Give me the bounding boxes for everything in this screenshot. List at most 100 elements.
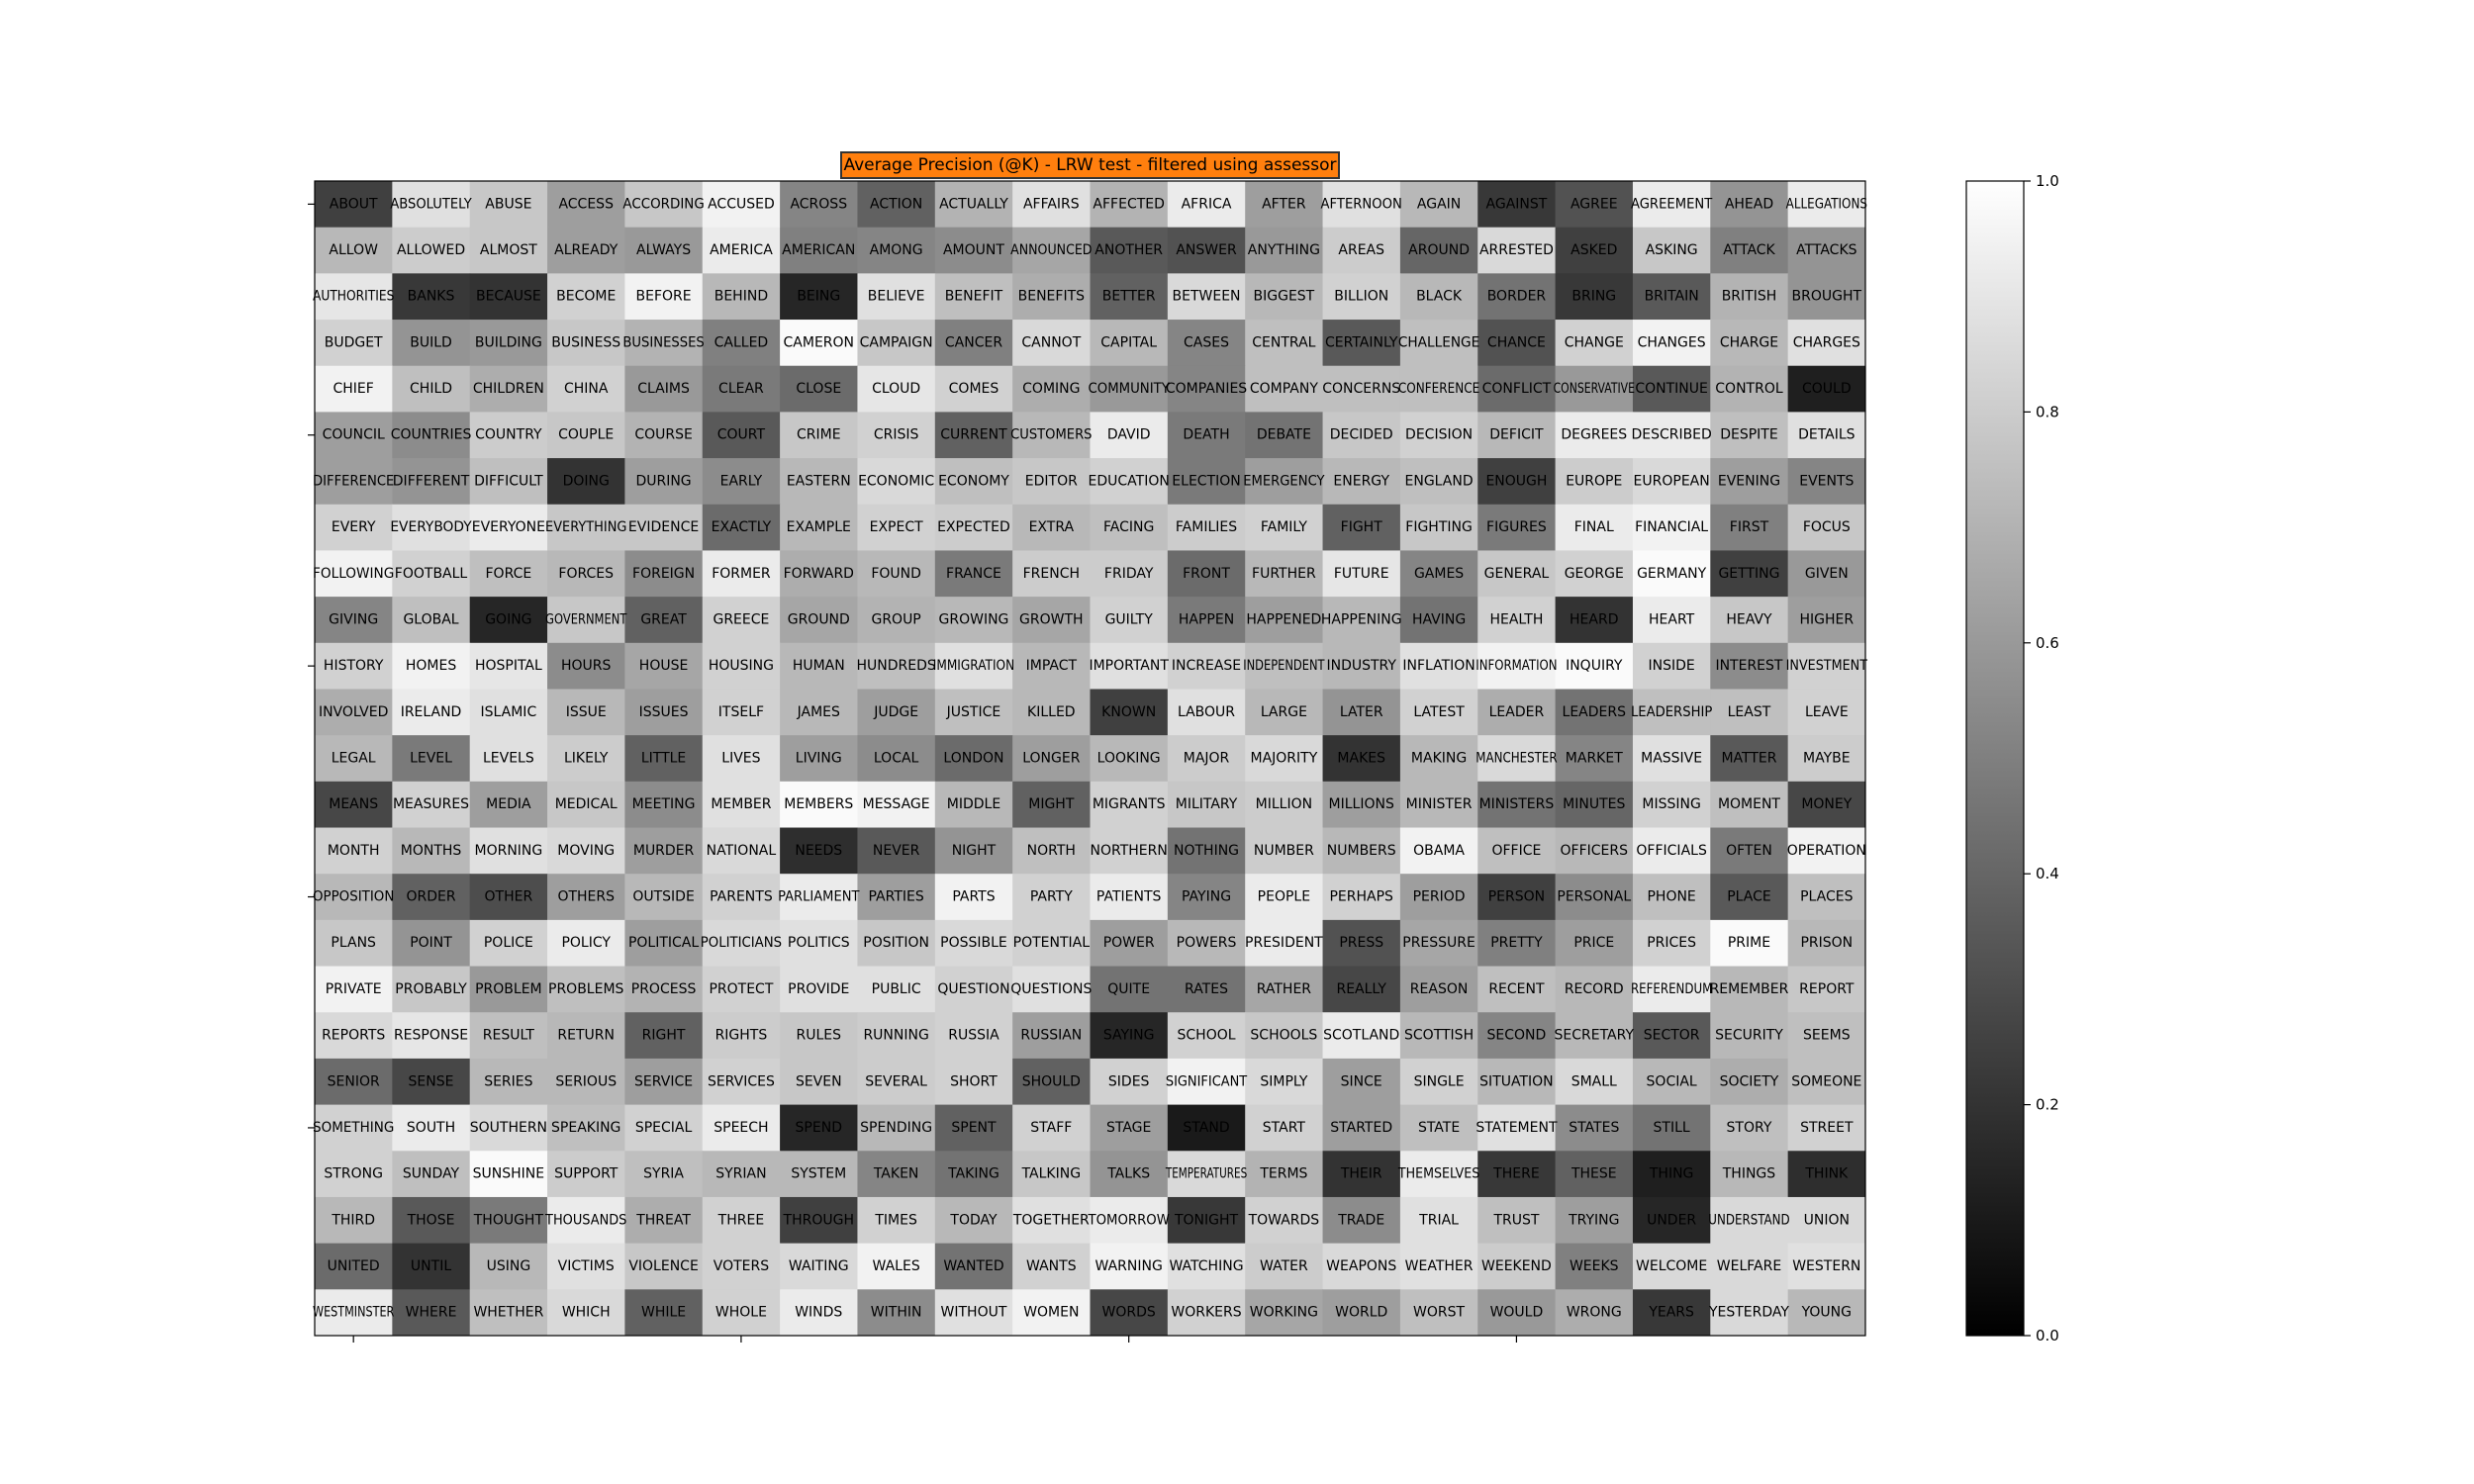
cell-label: CHANGE [1565, 334, 1624, 350]
cell-label: CUSTOMERS [1010, 427, 1092, 443]
heatmap-cell [1399, 1196, 1478, 1245]
cell-label: STAGE [1106, 1120, 1151, 1136]
heatmap-cell [1710, 1151, 1789, 1198]
heatmap-cell [780, 1058, 858, 1106]
heatmap-cell [1090, 642, 1169, 690]
cell-label: REFERENDUM [1631, 981, 1712, 997]
cell-label: MIDDLE [947, 796, 1000, 812]
cell-label: ACTION [870, 196, 922, 212]
cell-label: FOLLOWING [313, 566, 394, 582]
cell-label: WEEKS [1570, 1258, 1619, 1274]
cell-label: MANCHESTER [1475, 751, 1558, 767]
cell-label: THERE [1492, 1166, 1540, 1182]
heatmap-cell [1090, 689, 1169, 736]
heatmap-cell [469, 412, 548, 459]
cell-label: GEORGE [1565, 566, 1624, 582]
cell-label: THINGS [1722, 1166, 1776, 1182]
cell-label: POINT [410, 935, 452, 951]
cell-label: MINISTERS [1479, 796, 1555, 812]
cell-label: BORDER [1487, 289, 1547, 305]
heatmap-cell [624, 919, 704, 968]
heatmap-cell [934, 227, 1013, 274]
cell-label: QUESTION [937, 981, 1009, 997]
cell-label: STILL [1654, 1120, 1690, 1136]
heatmap-cell [1632, 181, 1711, 229]
heatmap-cell [1399, 504, 1478, 551]
chart-title: Average Precision (@K) - LRW test - filt… [840, 151, 1340, 179]
cell-label: HOMES [406, 658, 456, 674]
heatmap-cell [1245, 597, 1324, 644]
cell-label: COURT [717, 427, 766, 443]
heatmap-cell [1012, 735, 1091, 783]
cell-label: EUROPE [1566, 473, 1622, 489]
cell-label: PLANS [331, 935, 376, 951]
heatmap-cell [1245, 966, 1324, 1013]
heatmap-cell [702, 781, 781, 829]
cell-label: FORCE [486, 566, 532, 582]
heatmap-cell [1477, 1243, 1557, 1290]
heatmap-cell [857, 781, 936, 829]
heatmap-cell [857, 1151, 936, 1198]
cell-label: RUNNING [863, 1028, 928, 1044]
heatmap-cell [547, 1196, 625, 1245]
cell-label: FORMER [712, 566, 771, 582]
heatmap-labels: ABOUT ABSOLUTELY ABUSE ACCESS ACCORDING ACCUS… [313, 196, 1867, 1320]
cell-label: EXTRA [1029, 519, 1075, 535]
cell-label: SCHOOLS [1250, 1028, 1317, 1044]
heatmap-cell [624, 320, 704, 367]
heatmap-cell [469, 827, 548, 875]
cell-label: CAMPAIGN [860, 334, 933, 350]
cell-label: MAYBE [1803, 751, 1851, 767]
cell-label: WEEKEND [1481, 1258, 1552, 1274]
cell-label: SINCE [1341, 1073, 1382, 1089]
cell-label: BETWEEN [1173, 289, 1241, 305]
heatmap-cell [702, 1151, 781, 1198]
cell-label: INCREASE [1172, 658, 1241, 674]
heatmap-cell [392, 781, 471, 829]
cell-label: LEVELS [483, 751, 534, 767]
heatmap-cell [1167, 1196, 1246, 1245]
heatmap-cell [1012, 550, 1091, 598]
cell-label: THOUSANDS [544, 1212, 626, 1228]
cell-label: AGREE [1570, 196, 1618, 212]
cell-label: THEIR [1340, 1166, 1382, 1182]
heatmap-cell [1399, 642, 1478, 690]
heatmap-cell [857, 181, 936, 229]
cell-label: REMEMBER [1710, 981, 1789, 997]
cell-label: TONIGHT [1174, 1212, 1239, 1228]
heatmap-cell [1012, 1151, 1091, 1198]
heatmap-cell [547, 550, 625, 598]
heatmap-cell [1555, 1289, 1634, 1337]
cell-label: ECONOMY [938, 473, 1009, 489]
cell-label: TRADE [1337, 1212, 1384, 1228]
heatmap-cell [934, 874, 1013, 921]
cell-label: BLACK [1416, 289, 1463, 305]
colorbar-tick-label: 0.8 [2036, 403, 2059, 420]
heatmap-cell [934, 365, 1013, 413]
cell-label: MINISTER [1406, 796, 1473, 812]
heatmap-cell [1632, 458, 1711, 506]
heatmap-cell [1245, 827, 1324, 875]
heatmap-cell [702, 227, 781, 274]
cell-label: MISSING [1642, 796, 1700, 812]
cell-label: SPECIAL [635, 1120, 693, 1136]
cell-label: LEADERS [1563, 704, 1627, 720]
cell-label: TRIAL [1418, 1212, 1459, 1228]
heatmap-cell [547, 181, 625, 229]
heatmap-cell [624, 412, 704, 459]
cell-label: NUMBERS [1327, 843, 1396, 859]
cell-label: TRUST [1492, 1212, 1539, 1228]
cell-label: INDEPENDENT [1243, 658, 1325, 674]
heatmap-cell [1322, 181, 1401, 229]
cell-label: AREAS [1338, 242, 1384, 258]
cell-label: POLITICS [788, 935, 850, 951]
cell-label: OUTSIDE [632, 889, 694, 905]
heatmap-cell [469, 689, 548, 736]
heatmap-cell [702, 1289, 781, 1337]
heatmap-cell [1787, 919, 1866, 968]
heatmap-cell [1090, 412, 1169, 459]
heatmap-cell [1632, 1058, 1711, 1106]
heatmap-cell [1090, 320, 1169, 367]
heatmap-cell [315, 320, 393, 367]
cell-label: NORTH [1027, 843, 1076, 859]
